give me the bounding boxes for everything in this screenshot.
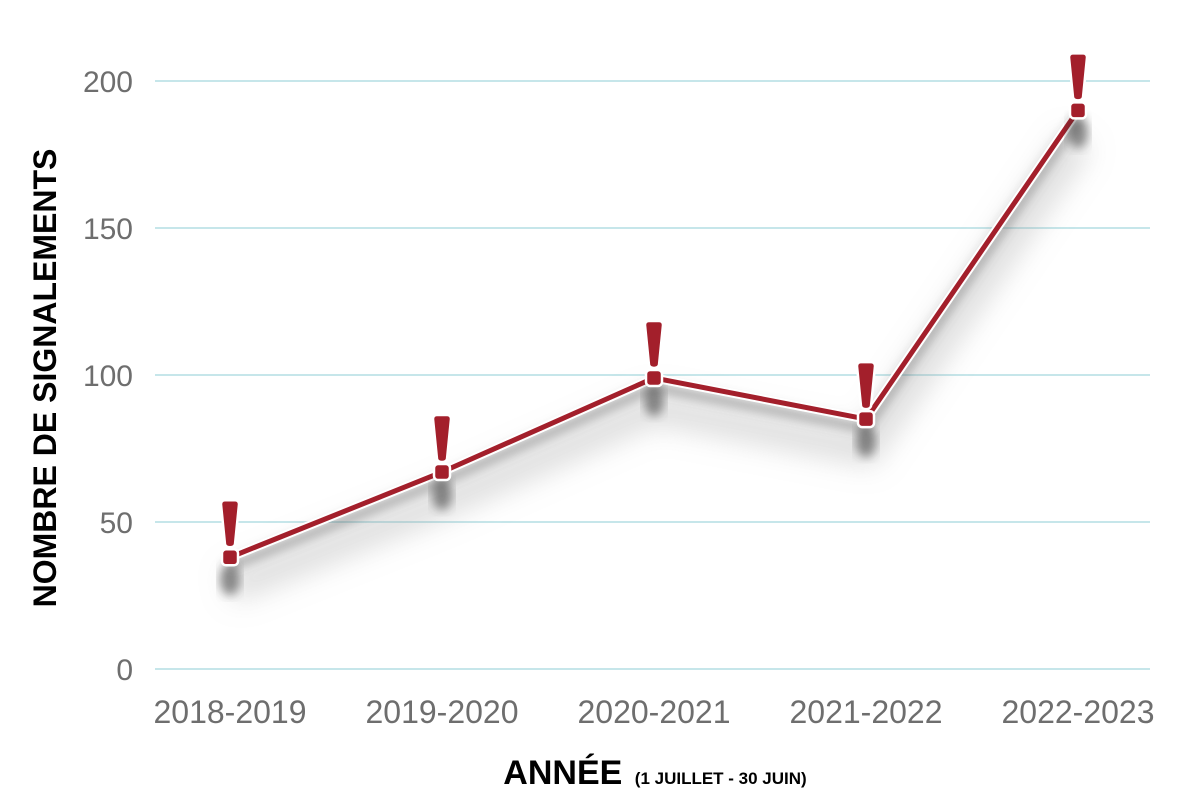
x-tick-label: 2020-2021 bbox=[577, 694, 730, 730]
x-tick-label: 2018-2019 bbox=[153, 694, 306, 730]
marker-bar bbox=[1067, 52, 1089, 102]
marker-dot bbox=[644, 368, 664, 388]
exclamation-icon bbox=[219, 499, 241, 596]
marker-bar bbox=[431, 413, 453, 464]
x-axis-title-note: (1 JUILLET - 30 JUIN) bbox=[635, 769, 807, 788]
marker-shadow bbox=[432, 478, 452, 511]
point-markers bbox=[219, 52, 1089, 596]
y-tick-label: 150 bbox=[83, 213, 133, 246]
x-tick-label: 2019-2020 bbox=[365, 694, 518, 730]
y-tick-label: 200 bbox=[83, 66, 133, 99]
y-tick-label: 100 bbox=[83, 360, 133, 393]
x-axis-title: ANNÉE (1 JUILLET - 30 JUIN) bbox=[503, 754, 806, 792]
marker-shadow bbox=[856, 425, 876, 458]
y-tick-label: 50 bbox=[100, 507, 133, 540]
exclamation-icon bbox=[431, 413, 453, 511]
x-axis-title-main: ANNÉE bbox=[503, 754, 622, 792]
marker-dot bbox=[432, 462, 452, 482]
marker-shadow bbox=[1068, 116, 1088, 149]
exclamation-icon bbox=[1067, 52, 1089, 149]
marker-shadow bbox=[220, 563, 240, 596]
marker-bar bbox=[219, 499, 241, 549]
marker-shadow bbox=[644, 383, 664, 416]
marker-bar bbox=[643, 319, 665, 370]
exclamation-icon bbox=[855, 360, 877, 458]
x-axis-ticks: 2018-2019 2019-2020 2020-2021 2021-2022 2022… bbox=[153, 694, 1154, 730]
marker-bar bbox=[855, 360, 877, 411]
x-tick-label: 2022-2023 bbox=[1001, 694, 1154, 730]
x-tick-label: 2021-2022 bbox=[789, 694, 942, 730]
exclamation-icon bbox=[643, 319, 665, 416]
marker-dot bbox=[220, 548, 240, 567]
y-tick-label: 0 bbox=[116, 654, 133, 687]
y-axis-ticks: 0 50 100 150 200 bbox=[83, 66, 133, 687]
y-axis-title: NOMBRE DE SIGNALEMENTS bbox=[27, 149, 63, 608]
marker-dot bbox=[856, 409, 876, 429]
marker-dot bbox=[1068, 101, 1088, 120]
